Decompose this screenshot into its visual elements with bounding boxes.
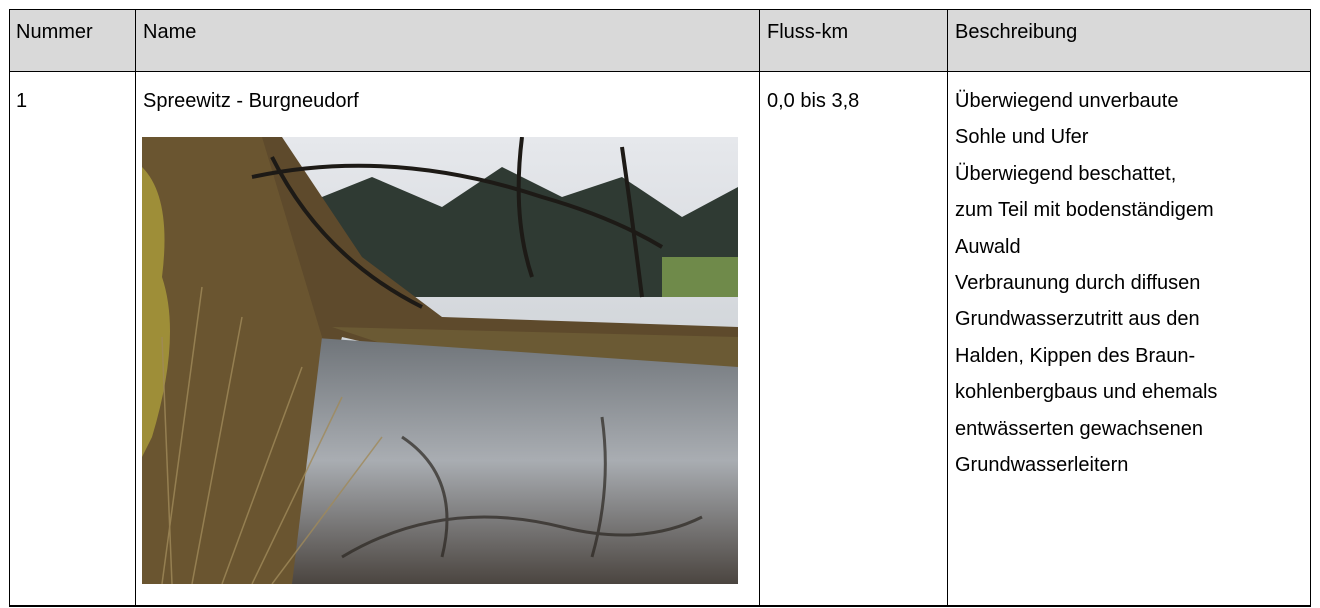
description-line: Grundwasserzutritt aus den xyxy=(955,308,1200,331)
description-line: Überwiegend beschattet, xyxy=(955,162,1177,185)
photo xyxy=(142,137,738,584)
column-header: Fluss-km xyxy=(767,21,849,43)
cell-name: Spreewitz - Burgneudorf xyxy=(143,90,359,112)
description-line: entwässerten gewachsenen xyxy=(955,417,1203,440)
column-header: Nummer xyxy=(16,21,93,43)
border xyxy=(1310,9,1311,607)
description-line: zum Teil mit bodenständigem xyxy=(955,199,1214,222)
description-line: Überwiegend unverbaute xyxy=(955,90,1179,112)
column-header: Beschreibung xyxy=(955,21,1078,43)
description-line: Sohle und Ufer xyxy=(955,126,1089,149)
description-line: Halden, Kippen des Braun- xyxy=(955,344,1196,367)
description-line: Auwald xyxy=(955,235,1021,258)
description-line: kohlenbergbaus und ehemals xyxy=(955,381,1218,404)
header-background xyxy=(9,9,1310,71)
cell-description: Überwiegend unverbaute Sohle und Ufer Über… xyxy=(955,89,1217,489)
border xyxy=(9,71,1311,72)
description-line: Verbraunung durch diffusen xyxy=(955,271,1201,294)
description-line: Grundwasserleitern xyxy=(955,453,1129,476)
cell-river-km: 0,0 bis 3,8 xyxy=(767,90,860,112)
border xyxy=(9,9,10,607)
border xyxy=(9,605,1311,607)
border xyxy=(759,9,760,607)
cell-number: 1 xyxy=(16,90,28,112)
border xyxy=(947,9,948,607)
border xyxy=(135,9,136,607)
border xyxy=(9,9,1311,10)
column-header: Name xyxy=(143,21,197,43)
